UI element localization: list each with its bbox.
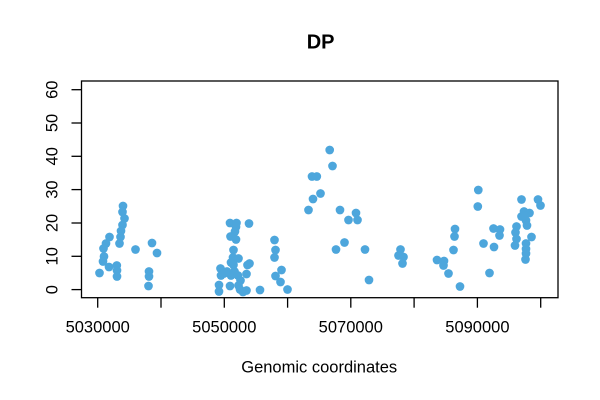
svg-text:DP: DP <box>307 32 335 54</box>
svg-text:20: 20 <box>44 214 62 232</box>
svg-text:60: 60 <box>44 81 62 99</box>
svg-text:5050000: 5050000 <box>192 319 256 337</box>
svg-text:5030000: 5030000 <box>66 319 130 337</box>
svg-text:30: 30 <box>44 180 62 198</box>
svg-text:10: 10 <box>44 247 62 265</box>
svg-text:Genomic coordinates: Genomic coordinates <box>241 359 397 377</box>
svg-text:50: 50 <box>44 114 62 132</box>
svg-text:5070000: 5070000 <box>319 319 383 337</box>
svg-text:5090000: 5090000 <box>445 319 509 337</box>
svg-text:0: 0 <box>44 285 62 294</box>
svg-text:40: 40 <box>44 147 62 165</box>
